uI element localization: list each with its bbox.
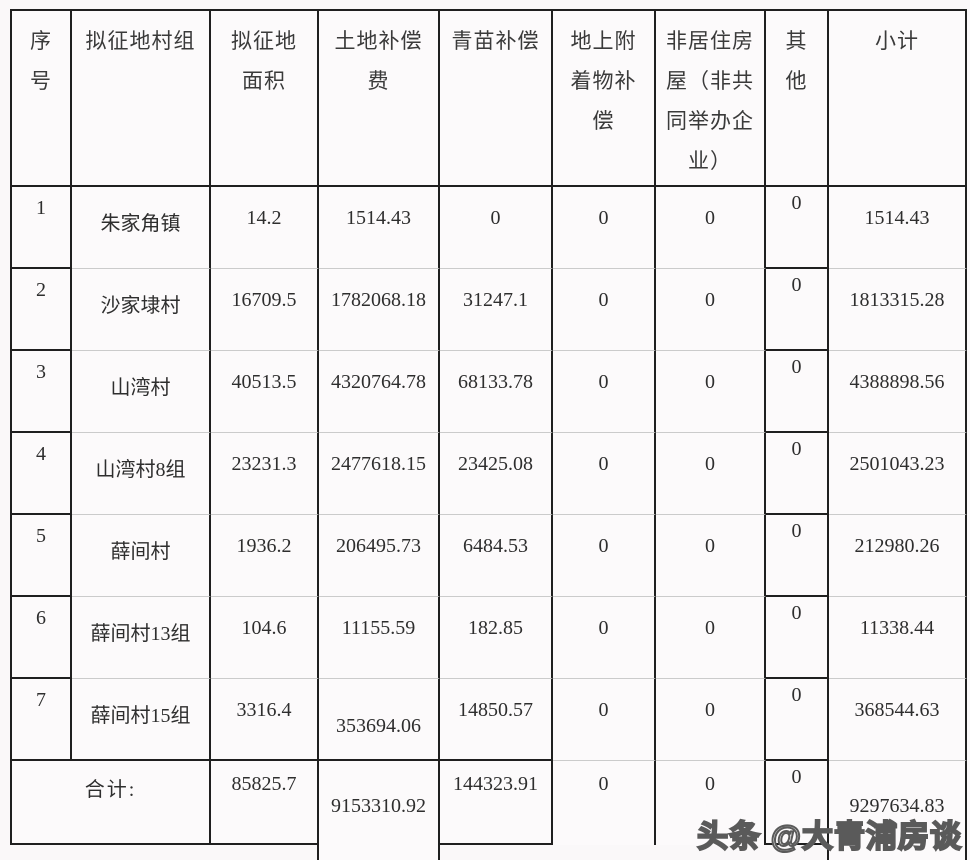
cell-land: 353694.06 [319,679,440,761]
cell-nonres: 0 [656,269,766,351]
cell-other: 0 [766,597,829,679]
header-land-compensation: 土地补偿费 [319,11,440,187]
cell-nonres: 0 [656,597,766,679]
table-row: 5 薛间村 1936.2 206495.73 6484.53 0 0 0 212… [12,515,967,597]
cell-serial: 2 [12,269,72,351]
cell-nonres: 0 [656,351,766,433]
toutiao-watermark: 头条 @大青浦房谈 [696,818,962,855]
total-ground: 0 [553,761,656,845]
cell-serial: 1 [12,187,72,269]
cell-village: 沙家埭村 [72,269,211,351]
cell-subtotal: 4388898.56 [829,351,967,433]
header-land-area: 拟征地面积 [211,11,319,187]
cell-area: 3316.4 [211,679,319,761]
cell-nonres: 0 [656,433,766,515]
cell-area: 14.2 [211,187,319,269]
total-other: 0 [766,761,829,845]
cell-crop: 23425.08 [440,433,553,515]
header-row: 序号 拟征地村组 拟征地面积 土地补偿费 青苗补偿 地上附着物补偿 非居住房屋（… [12,11,967,187]
table-row: 6 薛间村13组 104.6 11155.59 182.85 0 0 0 113… [12,597,967,679]
cell-nonres: 0 [656,187,766,269]
cell-other: 0 [766,269,829,351]
cell-other: 0 [766,515,829,597]
land-column-cutoff-extension [317,845,440,860]
cell-area: 40513.5 [211,351,319,433]
cell-area: 16709.5 [211,269,319,351]
cell-area: 104.6 [211,597,319,679]
cell-serial: 7 [12,679,72,761]
header-crop-compensation: 青苗补偿 [440,11,553,187]
table-row: 4 山湾村8组 23231.3 2477618.15 23425.08 0 0 … [12,433,967,515]
cell-land: 1782068.18 [319,269,440,351]
cell-land: 2477618.15 [319,433,440,515]
cell-crop: 0 [440,187,553,269]
cell-ground: 0 [553,597,656,679]
cell-other: 0 [766,351,829,433]
cell-ground: 0 [553,187,656,269]
table-row: 2 沙家埭村 16709.5 1782068.18 31247.1 0 0 0 … [12,269,967,351]
cell-village: 山湾村8组 [72,433,211,515]
table-row: 7 薛间村15组 3316.4 353694.06 14850.57 0 0 0… [12,679,967,761]
total-subtotal: 9297634.83 [829,761,967,845]
total-land: 9153310.92 [319,761,440,845]
cell-land: 1514.43 [319,187,440,269]
total-label: 合计: [12,761,211,845]
cell-serial: 5 [12,515,72,597]
cell-ground: 0 [553,351,656,433]
cell-other: 0 [766,679,829,761]
cell-nonres: 0 [656,515,766,597]
header-attachment-compensation: 地上附着物补偿 [553,11,656,187]
cell-ground: 0 [553,433,656,515]
cell-other: 0 [766,433,829,515]
cell-land: 11155.59 [319,597,440,679]
cell-crop: 182.85 [440,597,553,679]
total-crop: 144323.91 [440,761,553,845]
cell-subtotal: 1514.43 [829,187,967,269]
cell-village: 薛间村15组 [72,679,211,761]
cell-ground: 0 [553,679,656,761]
header-other: 其他 [766,11,829,187]
total-nonres: 0 [656,761,766,845]
cell-subtotal: 11338.44 [829,597,967,679]
land-compensation-table: 序号 拟征地村组 拟征地面积 土地补偿费 青苗补偿 地上附着物补偿 非居住房屋（… [10,9,967,845]
cell-land: 4320764.78 [319,351,440,433]
cell-crop: 14850.57 [440,679,553,761]
cell-land: 206495.73 [319,515,440,597]
cell-subtotal: 1813315.28 [829,269,967,351]
cell-area: 23231.3 [211,433,319,515]
cell-serial: 6 [12,597,72,679]
cell-subtotal: 368544.63 [829,679,967,761]
total-area: 85825.7 [211,761,319,845]
header-subtotal: 小计 [829,11,967,187]
header-serial-number: 序号 [12,11,72,187]
table-row: 1 朱家角镇 14.2 1514.43 0 0 0 0 1514.43 [12,187,967,269]
cell-crop: 6484.53 [440,515,553,597]
cell-village: 薛间村13组 [72,597,211,679]
cell-crop: 68133.78 [440,351,553,433]
cell-serial: 3 [12,351,72,433]
cell-subtotal: 2501043.23 [829,433,967,515]
cell-ground: 0 [553,515,656,597]
cell-other: 0 [766,187,829,269]
cell-village: 山湾村 [72,351,211,433]
cell-subtotal: 212980.26 [829,515,967,597]
cell-village: 薛间村 [72,515,211,597]
cell-nonres: 0 [656,679,766,761]
subtotal-column-cutoff-extension [827,845,967,860]
table-row: 3 山湾村 40513.5 4320764.78 68133.78 0 0 0 … [12,351,967,433]
cell-village: 朱家角镇 [72,187,211,269]
cell-serial: 4 [12,433,72,515]
cell-ground: 0 [553,269,656,351]
header-nonresidential-housing: 非居住房屋（非共同举办企业） [656,11,766,187]
cell-crop: 31247.1 [440,269,553,351]
cell-area: 1936.2 [211,515,319,597]
total-row: 合计: 85825.7 9153310.92 144323.91 0 0 0 9… [12,761,967,845]
header-village-group: 拟征地村组 [72,11,211,187]
